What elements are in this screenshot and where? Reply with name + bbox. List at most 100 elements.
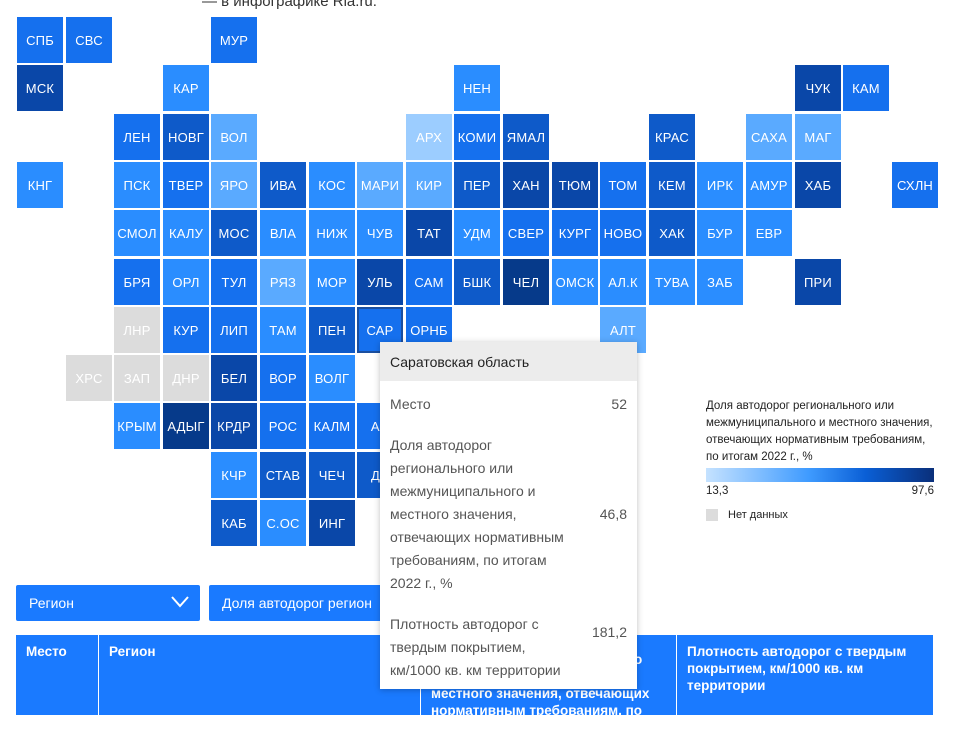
region-tile[interactable]: СВЕР (503, 210, 549, 256)
region-tile[interactable]: ХАН (503, 162, 549, 208)
region-tile[interactable]: ПЕН (309, 307, 355, 353)
region-tile[interactable]: БЕЛ (211, 355, 257, 401)
region-tile[interactable]: ТУВА (649, 259, 695, 305)
region-tile[interactable]: ПСК (114, 162, 160, 208)
region-tile[interactable]: ЗАБ (697, 259, 743, 305)
region-tile[interactable]: НОВО (600, 210, 646, 256)
region-tile[interactable]: НОВГ (163, 114, 209, 160)
region-tile[interactable]: БРЯ (114, 259, 160, 305)
region-tile[interactable]: КАЛУ (163, 210, 209, 256)
region-tile[interactable]: ИРК (697, 162, 743, 208)
region-tile[interactable]: ХАК (649, 210, 695, 256)
region-tile[interactable]: ТВЕР (163, 162, 209, 208)
region-tile[interactable]: СМОЛ (114, 210, 160, 256)
tooltip-value: 52 (611, 396, 627, 412)
region-tile[interactable]: ЯМАЛ (503, 114, 549, 160)
region-tile[interactable]: ТУЛ (211, 259, 257, 305)
region-tile[interactable]: ТАМ (260, 307, 306, 353)
region-tile[interactable]: ВОЛГ (309, 355, 355, 401)
region-tile[interactable]: АМУР (746, 162, 792, 208)
region-tile[interactable]: КУР (163, 307, 209, 353)
region-tile[interactable]: НИЖ (309, 210, 355, 256)
region-tile[interactable]: БШК (454, 259, 500, 305)
col-header-region[interactable]: Регион (99, 635, 421, 715)
region-tile[interactable]: ЧУВ (357, 210, 403, 256)
region-tile[interactable]: ТЮМ (552, 162, 598, 208)
region-tile[interactable]: КНГ (17, 162, 63, 208)
region-select-label: Регион (29, 595, 74, 611)
legend-nodata: Нет данных (706, 509, 934, 521)
region-tile[interactable]: ЧЕЧ (309, 452, 355, 498)
region-tile[interactable]: ВОЛ (211, 114, 257, 160)
region-select[interactable]: Регион (16, 585, 200, 621)
legend-range: 13,3 97,6 (706, 485, 934, 497)
tooltip-row-density: Плотность автодорог с твердым покрытием,… (380, 613, 637, 682)
region-tile[interactable]: ВОР (260, 355, 306, 401)
intro-text: — в инфографике Ria.ru. (202, 0, 377, 10)
region-tile[interactable]: ЛИП (211, 307, 257, 353)
legend-gradient-bar (706, 468, 934, 482)
region-tile[interactable]: МАРИ (357, 162, 403, 208)
region-tile[interactable]: ЧЕЛ (503, 259, 549, 305)
region-tile[interactable]: САМ (406, 259, 452, 305)
region-tile[interactable]: ОРЛ (163, 259, 209, 305)
region-tile[interactable]: МОС (211, 210, 257, 256)
region-tile[interactable]: КЕМ (649, 162, 695, 208)
legend-max: 97,6 (911, 485, 934, 497)
region-tile[interactable]: АЛ.К (600, 259, 646, 305)
legend-min: 13,3 (706, 485, 729, 497)
region-tile[interactable]: ХРС (66, 355, 112, 401)
region-tile[interactable]: МАГ (795, 114, 841, 160)
region-tile[interactable]: БУР (697, 210, 743, 256)
region-tile[interactable]: ЕВР (746, 210, 792, 256)
region-tile[interactable]: КОМИ (454, 114, 500, 160)
region-tile[interactable]: КАЛМ (309, 403, 355, 449)
region-tile[interactable]: ЯРО (211, 162, 257, 208)
region-tile[interactable]: ХАБ (795, 162, 841, 208)
col-header-place[interactable]: Место (16, 635, 99, 715)
region-tile[interactable]: ТАТ (406, 210, 452, 256)
region-tile[interactable]: КАМ (843, 65, 889, 111)
region-tile[interactable]: СПБ (17, 17, 63, 63)
region-tile[interactable]: ЧУК (795, 65, 841, 111)
region-tile[interactable]: КИР (406, 162, 452, 208)
region-tile[interactable]: КАБ (211, 500, 257, 546)
region-tile[interactable]: УДМ (454, 210, 500, 256)
region-tile[interactable]: ПРИ (795, 259, 841, 305)
region-tile[interactable]: СХЛН (892, 162, 938, 208)
region-tile[interactable]: ИВА (260, 162, 306, 208)
region-tile[interactable]: ИНГ (309, 500, 355, 546)
region-tile[interactable]: УЛЬ (357, 259, 403, 305)
region-tile[interactable]: МОР (309, 259, 355, 305)
region-tile[interactable]: КУРГ (552, 210, 598, 256)
region-tile[interactable]: ЛНР (114, 307, 160, 353)
region-tile[interactable]: САХА (746, 114, 792, 160)
region-tile[interactable]: КРЫМ (114, 403, 160, 449)
map-legend: Доля автодорог регионального или межмуни… (706, 398, 934, 521)
region-tile[interactable]: МСК (17, 65, 63, 111)
region-tile[interactable]: ТОМ (600, 162, 646, 208)
region-tile[interactable]: КРАС (649, 114, 695, 160)
region-tile[interactable]: ЗАП (114, 355, 160, 401)
region-tile[interactable]: МУР (211, 17, 257, 63)
region-tile[interactable]: ОМСК (552, 259, 598, 305)
region-tile[interactable]: КОС (309, 162, 355, 208)
tooltip-label: Место (390, 396, 431, 412)
col-header-density[interactable]: Плотность автодорог с твердым покрытием,… (677, 635, 934, 715)
region-tile[interactable]: КЧР (211, 452, 257, 498)
region-tile[interactable]: ЛЕН (114, 114, 160, 160)
region-tile[interactable]: КРДР (211, 403, 257, 449)
region-tile[interactable]: АДЫГ (163, 403, 209, 449)
region-tile[interactable]: ПЕР (454, 162, 500, 208)
region-tile[interactable]: РЯЗ (260, 259, 306, 305)
region-tile[interactable]: ДНР (163, 355, 209, 401)
region-tile[interactable]: КАР (163, 65, 209, 111)
metric-select-label: Доля автодорог регион (222, 595, 372, 611)
region-tile[interactable]: СТАВ (260, 452, 306, 498)
region-tile[interactable]: ВЛА (260, 210, 306, 256)
region-tile[interactable]: СВС (66, 17, 112, 63)
region-tile[interactable]: РОС (260, 403, 306, 449)
region-tile[interactable]: АРХ (406, 114, 452, 160)
region-tile[interactable]: С.ОС (260, 500, 306, 546)
region-tile[interactable]: НЕН (454, 65, 500, 111)
